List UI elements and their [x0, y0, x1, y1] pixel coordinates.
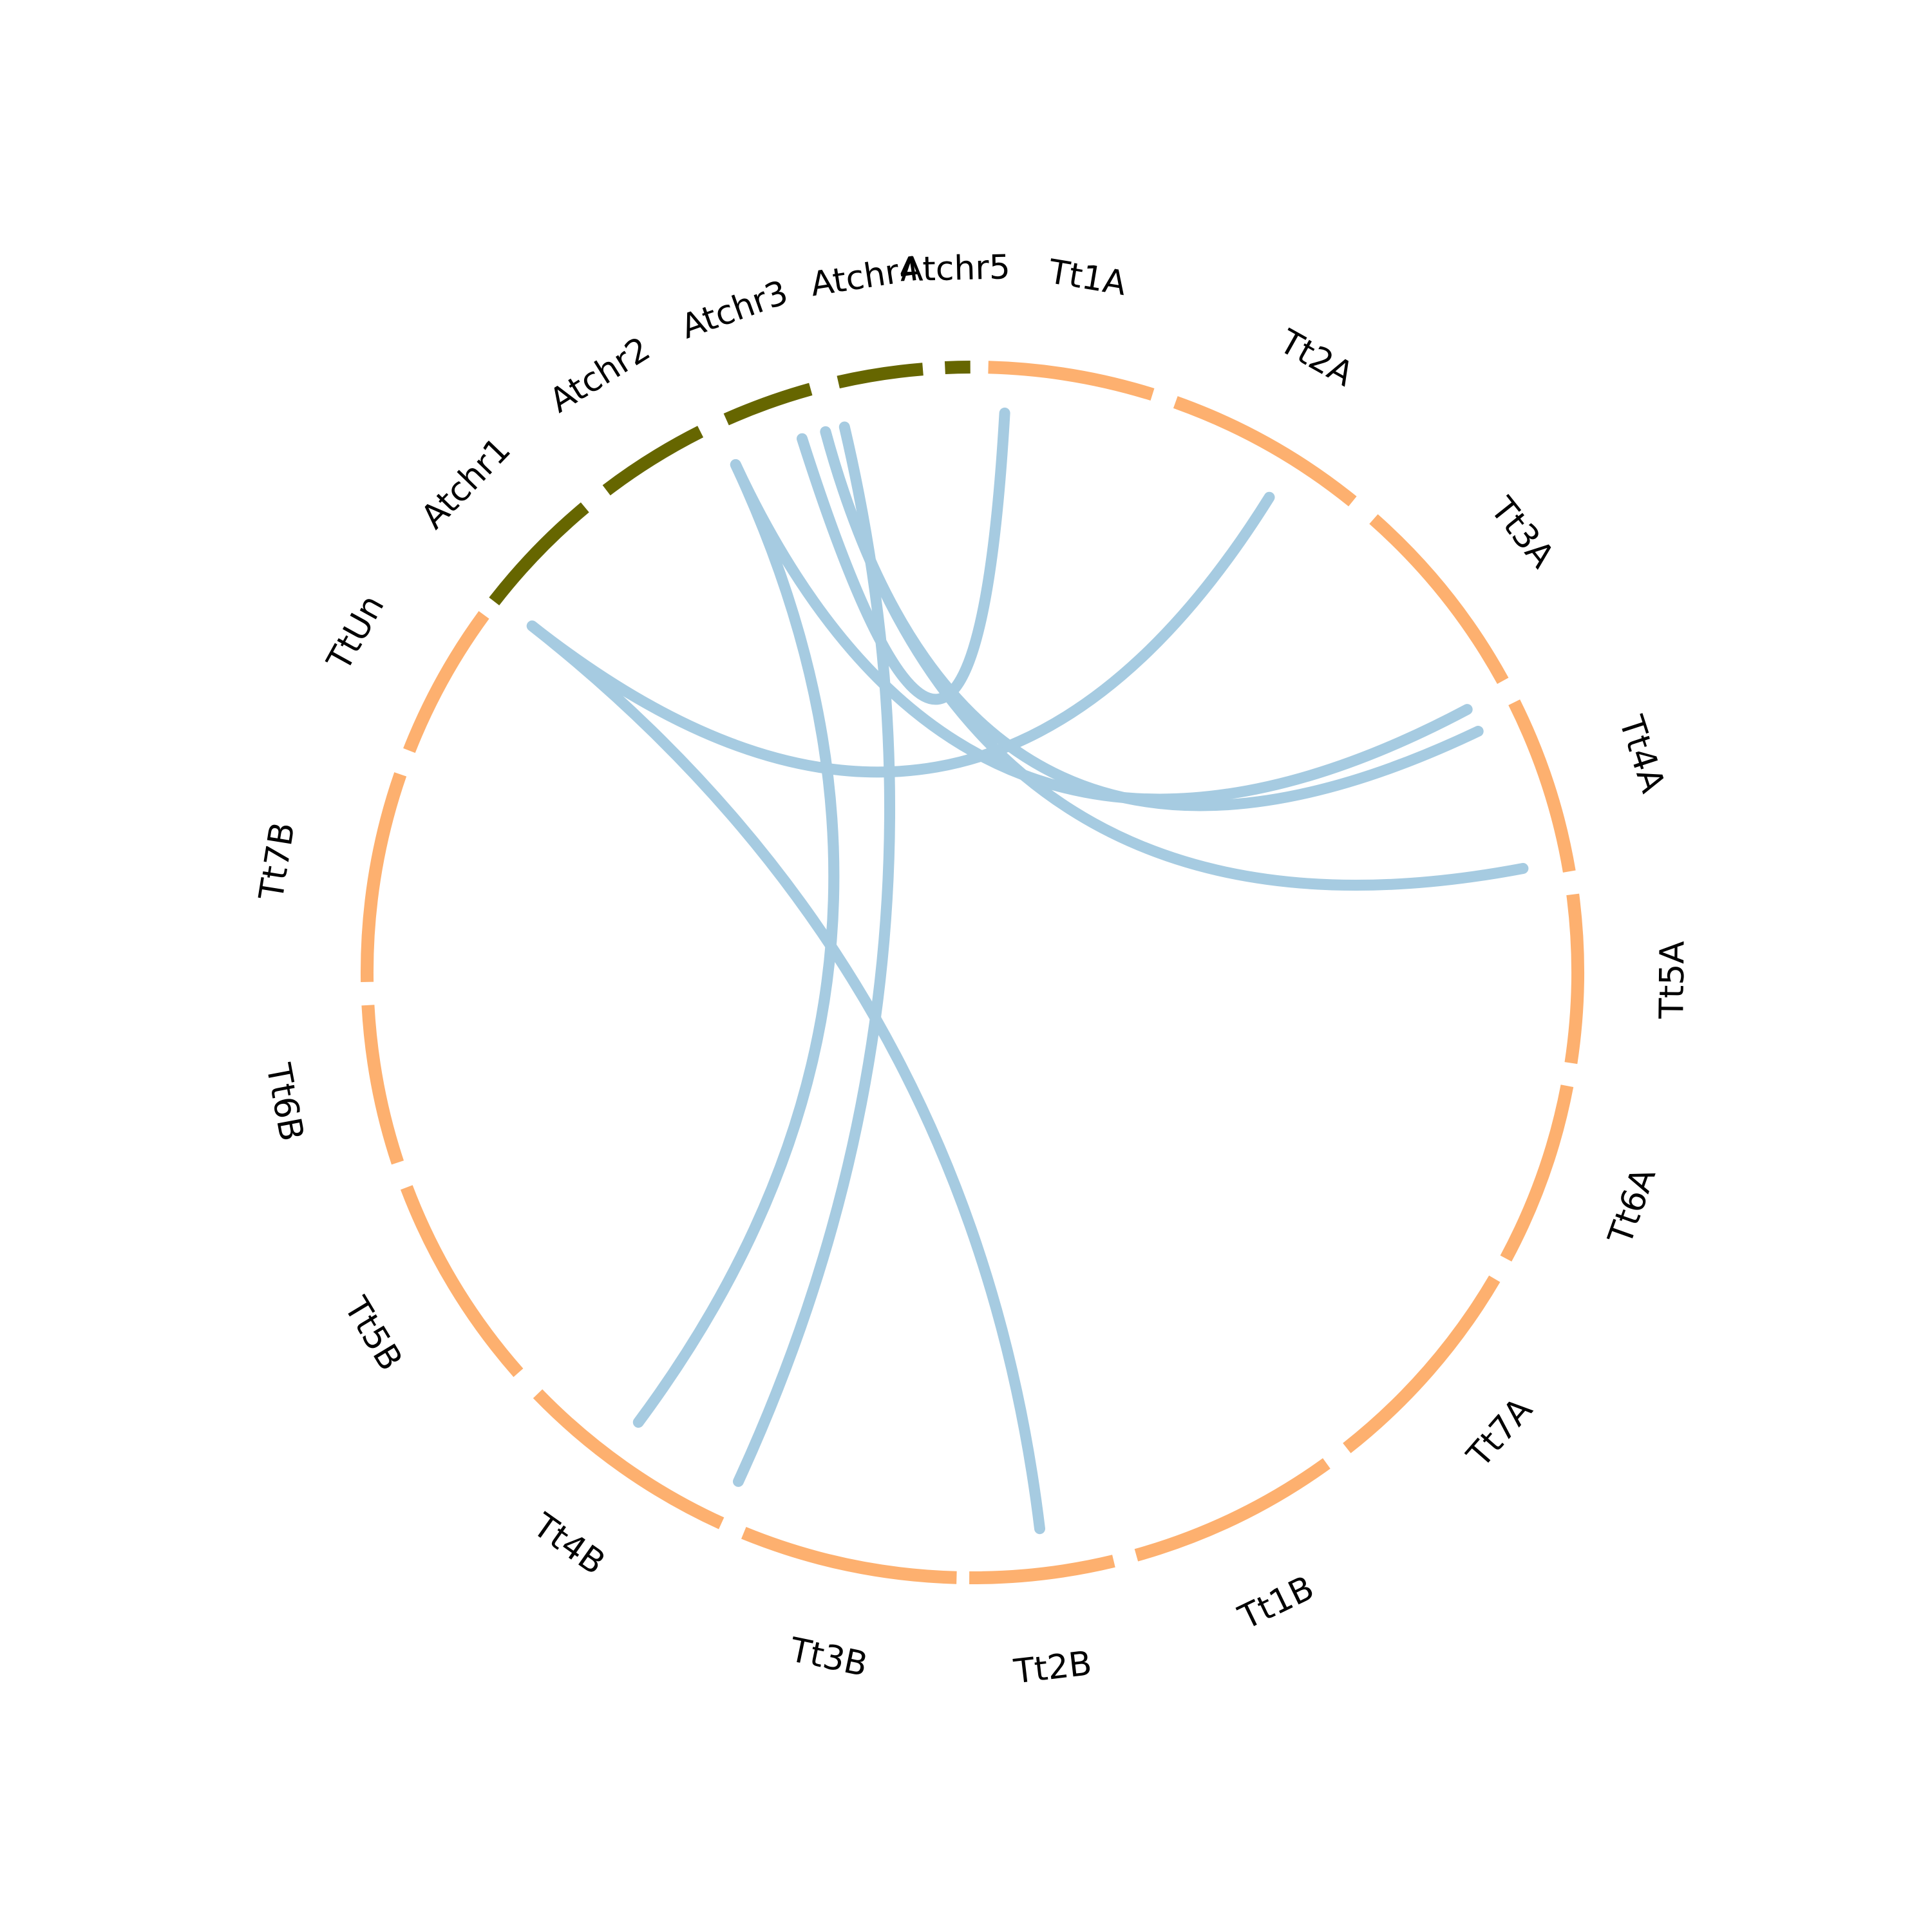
segment-label-tt1b: Tt1B: [1233, 1569, 1320, 1638]
segments-layer: [361, 361, 1585, 1585]
segment-tt3a: [1369, 514, 1509, 685]
link-atchr4-tt3b: [733, 421, 896, 1487]
link-atchr1-tt2a: [526, 491, 1275, 778]
segment-tt1b: [1134, 1458, 1331, 1562]
segment-label-tt1a: Tt1A: [1045, 252, 1129, 303]
segment-tt7b: [361, 772, 407, 982]
segment-atchr1: [489, 502, 589, 606]
segment-label-tt6b: Tt6B: [258, 1060, 311, 1144]
segment-tt6b: [361, 1005, 404, 1165]
segment-label-tt4a: Tt4A: [1611, 711, 1672, 798]
links-layer: [526, 407, 1529, 1535]
segment-label-tt3a: Tt3A: [1482, 490, 1562, 576]
segment-label-ttun: TtUn: [319, 589, 392, 677]
segment-tt5a: [1564, 893, 1585, 1065]
segment-label-tt6a: Tt6A: [1601, 1162, 1663, 1249]
segment-label-tt7a: Tt7A: [1459, 1390, 1540, 1475]
link-atchr3-tt4b: [632, 459, 840, 1428]
segment-tt3b: [741, 1527, 957, 1584]
segment-tt5b: [400, 1185, 524, 1378]
segment-label-tt7b: Tt7B: [252, 820, 303, 904]
segment-tt7a: [1343, 1275, 1501, 1454]
segment-label-tt5b: Tt5B: [336, 1290, 410, 1377]
labels-layer: Tt1A Tt2A Tt3A Tt4A Tt5A Tt6A Tt7A Tt1B Tt2B Tt3B…: [252, 248, 1692, 1691]
segment-tt6a: [1500, 1084, 1574, 1262]
link-atchr5-tt1a: [797, 407, 1010, 705]
segment-atchr4: [837, 363, 923, 389]
segment-label-tt5a: Tt5A: [1653, 940, 1692, 1019]
link-atchr3-tt3a: [730, 459, 1473, 805]
segment-label-tt2a: Tt2A: [1273, 322, 1360, 394]
segment-label-atchr3: Atchr3: [676, 273, 793, 346]
segment-atchr5: [944, 361, 971, 374]
segment-tt2b: [969, 1555, 1115, 1585]
segment-label-tt4b: Tt4B: [526, 1506, 612, 1582]
segment-atchr2: [602, 426, 704, 496]
segment-label-atchr2: Atchr2: [543, 330, 657, 421]
segment-label-atchr5: Atchr5: [900, 248, 1010, 289]
segment-label-tt3b: Tt3B: [786, 1631, 871, 1685]
segment-label-tt2b: Tt2B: [1011, 1644, 1094, 1692]
segment-atchr3: [723, 383, 813, 426]
segment-tt4b: [533, 1389, 724, 1530]
segment-tt1a: [988, 361, 1155, 401]
segment-label-atchr1: Atchr1: [414, 430, 518, 536]
segment-tt4a: [1508, 699, 1576, 873]
segment-ttun: [403, 611, 489, 753]
segment-tt2a: [1173, 396, 1357, 507]
